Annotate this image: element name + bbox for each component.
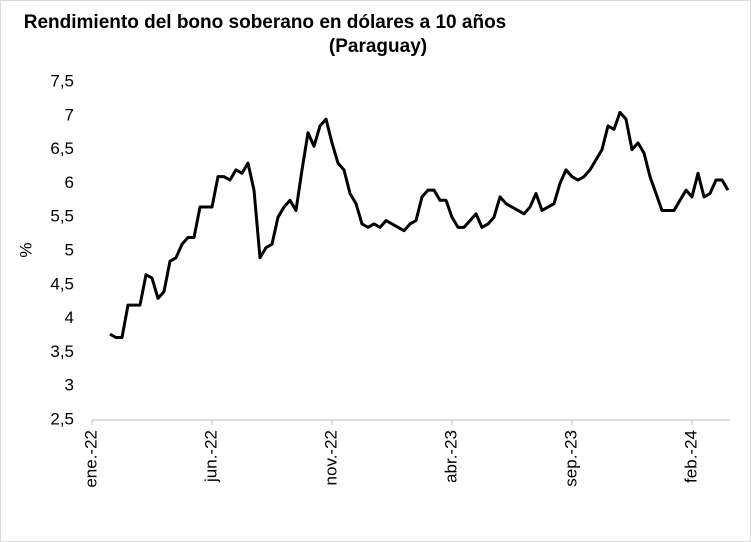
y-tick-label: 3,5	[50, 342, 74, 361]
x-tick-label: feb.-24	[681, 430, 700, 483]
chart-title: (Paraguay)	[329, 36, 427, 57]
y-tick-label: 6,5	[50, 139, 74, 158]
y-tick-label: 7,5	[50, 71, 74, 90]
y-tick-label: 3	[65, 376, 74, 395]
y-tick-label: 4	[65, 308, 74, 327]
y-tick-label: 6	[65, 173, 74, 192]
y-tick-label: 5	[65, 240, 74, 259]
x-tick-label: jun.-22	[201, 430, 220, 483]
x-tick-label: ene.-22	[81, 430, 100, 488]
y-tick-label: 4,5	[50, 274, 74, 293]
x-tick-label: sep.-23	[561, 430, 580, 487]
chart-title: Rendimiento del bono soberano en dólares…	[24, 12, 507, 33]
x-tick-label: abr.-23	[441, 430, 460, 483]
y-axis-label: %	[16, 242, 35, 257]
x-tick-label: nov.-22	[321, 430, 340, 485]
line-series	[109, 110, 730, 340]
y-tick-label: 7	[65, 105, 74, 124]
y-tick-label: 5,5	[50, 207, 74, 226]
y-tick-label: 2,5	[50, 409, 74, 428]
